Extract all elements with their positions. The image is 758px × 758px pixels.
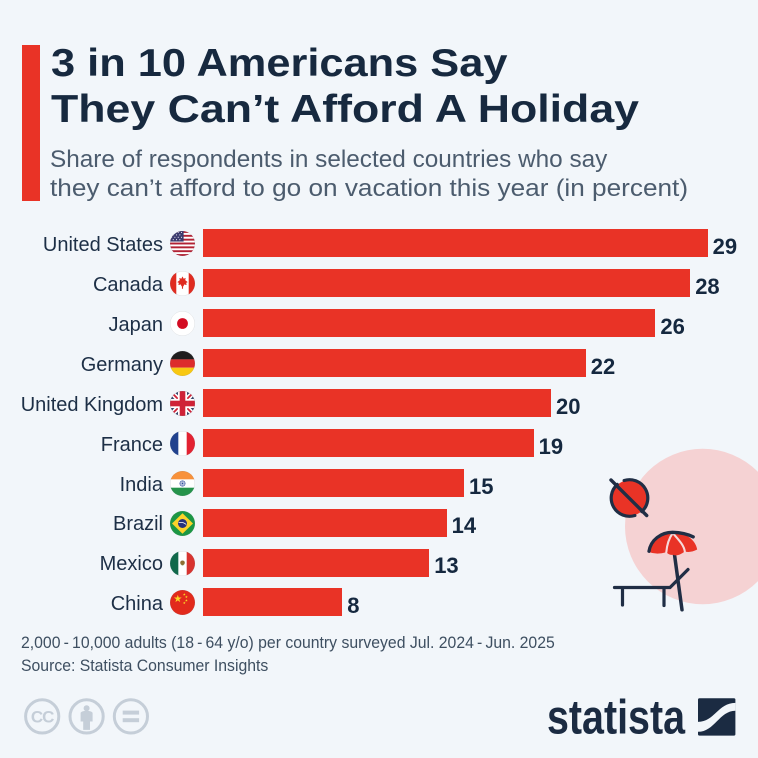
svg-text:CC: CC (31, 708, 54, 727)
svg-text:statista: statista (547, 692, 685, 745)
